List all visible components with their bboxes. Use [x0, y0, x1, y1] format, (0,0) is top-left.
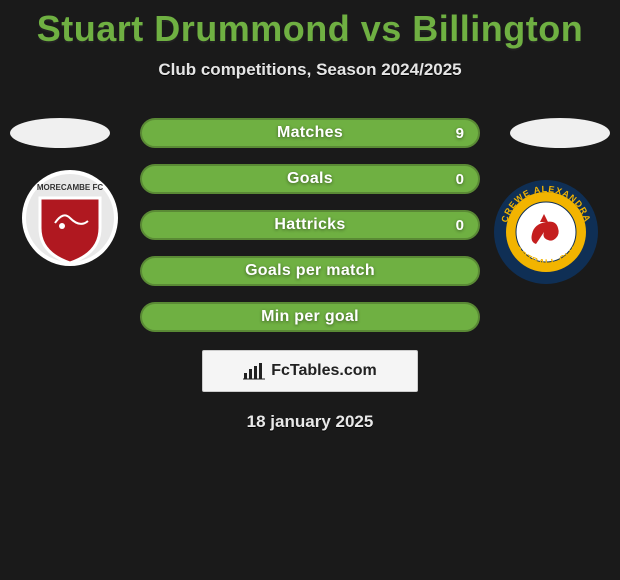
stat-value-right: 0: [456, 171, 464, 188]
footer-brand-text: FcTables.com: [271, 362, 377, 380]
stat-bar-min-per-goal: Min per goal: [140, 302, 480, 332]
svg-text:MORECAMBE FC: MORECAMBE FC: [37, 183, 103, 192]
stat-label: Goals per match: [245, 262, 375, 280]
stat-label: Matches: [277, 124, 343, 142]
stat-bar-goals: Goals 0: [140, 164, 480, 194]
morecambe-shield-icon: MORECAMBE FC: [20, 168, 120, 268]
bar-chart-icon: [243, 362, 265, 380]
footer-date: 18 january 2025: [0, 412, 620, 432]
stat-value-right: 0: [456, 217, 464, 234]
footer-brand-badge: FcTables.com: [202, 350, 418, 392]
stat-bar-goals-per-match: Goals per match: [140, 256, 480, 286]
stat-bar-hattricks: Hattricks 0: [140, 210, 480, 240]
stat-label: Goals: [287, 170, 333, 188]
crewe-alexandra-crest-icon: CREWE ALEXANDRA FOOTBALL CLUB: [492, 178, 600, 286]
stat-label: Min per goal: [261, 308, 359, 326]
page-title: Stuart Drummond vs Billington: [0, 0, 620, 50]
club-crest-left: MORECAMBE FC: [20, 168, 120, 268]
stat-bar-matches: Matches 9: [140, 118, 480, 148]
player-left-ellipse: [10, 118, 110, 148]
page-subtitle: Club competitions, Season 2024/2025: [0, 60, 620, 80]
stat-label: Hattricks: [274, 216, 345, 234]
comparison-stage: MORECAMBE FC CREWE ALEXANDRA FOOTBALL CL…: [0, 118, 620, 432]
club-crest-right: CREWE ALEXANDRA FOOTBALL CLUB: [492, 178, 600, 286]
player-right-ellipse: [510, 118, 610, 148]
stat-value-right: 9: [456, 125, 464, 142]
stat-bars: Matches 9 Goals 0 Hattricks 0 Goals per …: [140, 118, 480, 332]
